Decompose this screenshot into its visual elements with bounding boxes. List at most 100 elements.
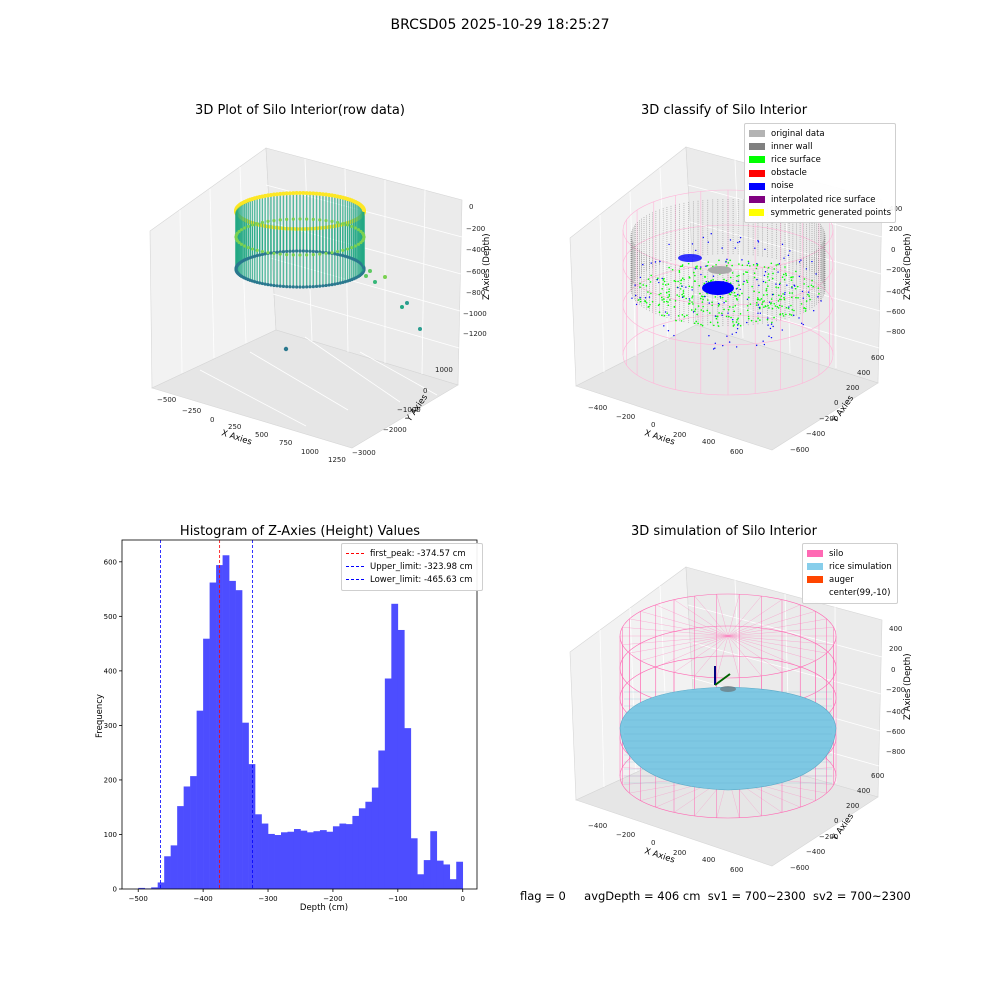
rice-surface-point bbox=[759, 319, 761, 321]
y-tick: −2000 bbox=[383, 426, 407, 434]
plot-frame bbox=[121, 539, 478, 890]
rice-surface-point bbox=[795, 296, 797, 299]
classify-legend: original data inner wall rice surface obsta… bbox=[744, 123, 896, 224]
rice-surface-point bbox=[792, 276, 794, 278]
noise-point bbox=[726, 258, 728, 261]
rice-surface-point bbox=[721, 296, 724, 299]
silo-roof-line bbox=[640, 611, 729, 637]
rice-surface-point bbox=[817, 287, 820, 289]
y-tick: 600 bbox=[871, 772, 884, 780]
bottom-point bbox=[263, 252, 267, 256]
y-tick: −400 bbox=[806, 430, 825, 438]
rice-surface-point bbox=[785, 306, 788, 309]
legend-entry: noise bbox=[749, 180, 891, 193]
top-point bbox=[311, 191, 316, 196]
rice-surface-point bbox=[699, 268, 702, 270]
rice-surface-point bbox=[678, 269, 681, 272]
mid-point bbox=[356, 228, 361, 232]
legend-entry: silo bbox=[807, 547, 893, 560]
noise-point bbox=[789, 250, 791, 252]
histogram-bar bbox=[151, 887, 158, 889]
z-tick: −800 bbox=[466, 289, 485, 297]
z-tick: 0 bbox=[891, 666, 895, 674]
rice-surface-point bbox=[699, 292, 701, 295]
z-tick: −800 bbox=[886, 328, 905, 336]
rice-surface-point bbox=[770, 262, 773, 265]
silo-roof-line bbox=[640, 635, 729, 661]
x-tick: 600 bbox=[730, 448, 743, 456]
rice-surface-point bbox=[763, 306, 765, 308]
noise-point bbox=[700, 266, 702, 268]
noise-point bbox=[802, 297, 805, 299]
histogram-bar bbox=[410, 838, 418, 889]
top-point bbox=[275, 192, 280, 197]
noise-point bbox=[659, 260, 661, 263]
x-tick: 1000 bbox=[301, 448, 319, 456]
rice-surface-point bbox=[736, 275, 738, 277]
rice-surface-point bbox=[753, 276, 756, 279]
noise-point bbox=[768, 335, 770, 337]
rice-surface-point bbox=[688, 276, 691, 278]
rice-surface-point bbox=[777, 307, 780, 309]
rice-surface-point bbox=[714, 296, 717, 298]
bottom-point bbox=[333, 282, 337, 286]
avg-depth-text: avgDepth = 406 cm bbox=[584, 889, 701, 903]
noise-point bbox=[798, 261, 801, 263]
bottom-point bbox=[269, 251, 273, 255]
rice-surface-point bbox=[775, 264, 778, 266]
noise-point bbox=[757, 240, 759, 242]
noise-point bbox=[737, 241, 739, 244]
rice-surface-point bbox=[738, 274, 740, 277]
noise-point bbox=[738, 241, 741, 243]
noise-point bbox=[756, 278, 758, 281]
silo-roof-line bbox=[622, 627, 729, 637]
rice-surface-point bbox=[737, 322, 740, 325]
rice-surface-point bbox=[746, 309, 749, 312]
mid-point bbox=[359, 240, 363, 245]
simulation-scene bbox=[619, 593, 837, 819]
rice-surface-point bbox=[755, 304, 758, 306]
noise-point bbox=[759, 312, 762, 314]
legend-swatch bbox=[749, 209, 765, 217]
rice-surface-point bbox=[782, 293, 784, 295]
rice-surface-point bbox=[697, 322, 699, 325]
y-tick-label: 500 bbox=[104, 613, 117, 621]
noise-point bbox=[754, 247, 756, 249]
legend-entry: rice simulation bbox=[807, 560, 893, 573]
noise-point bbox=[778, 283, 781, 286]
raw-data-3d-plot: −500 −250 0 250 500 750 1000 1250 −3000 … bbox=[149, 147, 492, 464]
x-tick: 200 bbox=[673, 849, 686, 857]
rice-surface-point bbox=[667, 304, 670, 307]
noise-point bbox=[681, 285, 683, 287]
noise-point bbox=[793, 314, 795, 317]
rice-surface-point bbox=[681, 293, 683, 296]
histogram-bar bbox=[183, 786, 191, 889]
bottom-point bbox=[330, 282, 334, 287]
rice-surface-point bbox=[805, 300, 808, 302]
rice-surface-point bbox=[746, 271, 748, 274]
rice-surface-point bbox=[776, 306, 779, 308]
mid-point bbox=[298, 253, 302, 257]
rice-surface-point bbox=[639, 282, 641, 285]
bottom-point bbox=[281, 250, 286, 254]
rice-surface-point bbox=[711, 301, 713, 304]
bottom-point bbox=[272, 283, 276, 288]
noise-point bbox=[746, 298, 749, 300]
rice-surface-point bbox=[709, 321, 712, 324]
mid-point bbox=[242, 244, 247, 248]
noise-point bbox=[723, 302, 725, 304]
rice-surface-point bbox=[668, 266, 670, 269]
rice-surface-point bbox=[750, 319, 753, 322]
rice-surface-point bbox=[733, 324, 735, 326]
noise-point bbox=[708, 335, 710, 337]
rice-surface-point bbox=[790, 314, 793, 316]
rice-surface-point bbox=[698, 284, 701, 287]
histogram-title: Histogram of Z-Axies (Height) Values bbox=[179, 524, 421, 539]
rice-surface-point bbox=[706, 309, 709, 312]
histogram-bar bbox=[209, 582, 217, 889]
bottom-point bbox=[291, 249, 295, 253]
noise-point bbox=[758, 284, 760, 287]
rice-surface-point bbox=[677, 315, 680, 317]
rice-surface-point bbox=[747, 315, 750, 318]
rice-surface-point bbox=[679, 265, 682, 268]
